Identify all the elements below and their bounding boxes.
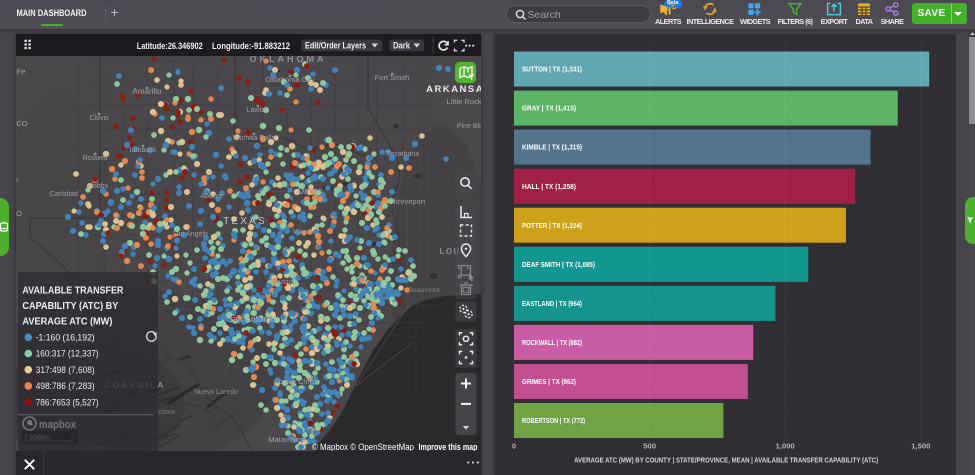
svg-text:Longitude:-91.883212: Longitude:-91.883212	[212, 40, 290, 50]
svg-text:HALL | TX (1,258): HALL | TX (1,258)	[522, 181, 576, 190]
svg-text:Dark: Dark	[393, 40, 410, 50]
svg-text:100km: 100km	[29, 435, 50, 442]
svg-text:Beaumont: Beaumont	[409, 287, 440, 294]
svg-text:786:7653 (5,527): 786:7653 (5,527)	[36, 397, 99, 407]
svg-text:LOUI: LOUI	[439, 247, 464, 256]
svg-text:Matamoros: Matamoros	[268, 435, 306, 444]
svg-text:Hobbs: Hobbs	[88, 183, 109, 190]
svg-text:O: O	[16, 209, 22, 218]
svg-text:Dallas: Dallas	[297, 186, 323, 196]
svg-text:ROCKWALL | TX (882): ROCKWALL | TX (882)	[522, 338, 582, 347]
svg-text:1,500: 1,500	[911, 441, 930, 450]
svg-text:EASTLAND | TX (964): EASTLAND | TX (964)	[522, 299, 582, 308]
svg-text:498:786 (7,283): 498:786 (7,283)	[36, 381, 95, 391]
svg-text:San Angelo: San Angelo	[172, 231, 208, 238]
svg-text:Pine Blu: Pine Blu	[457, 123, 481, 130]
svg-text:TEXAS: TEXAS	[223, 216, 267, 227]
svg-text:GRAY | TX (1,415): GRAY | TX (1,415)	[522, 103, 576, 112]
svg-text:Wichita Falls: Wichita Falls	[233, 133, 276, 142]
svg-text:-1:160 (16,192): -1:160 (16,192)	[36, 333, 95, 343]
svg-text:SUTTON | TX (1,531): SUTTON | TX (1,531)	[522, 64, 582, 73]
svg-text:Fort Smith: Fort Smith	[375, 73, 410, 82]
svg-text:AVAILABLE TRANSFER: AVAILABLE TRANSFER	[22, 284, 123, 296]
svg-text:Fe: Fe	[17, 67, 26, 76]
svg-text:Lubbock: Lubbock	[130, 147, 157, 154]
svg-text:Oklahoma City: Oklahoma City	[265, 75, 314, 84]
svg-text:Texarkana: Texarkana	[387, 151, 419, 158]
svg-text:GRIMES | TX (862): GRIMES | TX (862)	[522, 377, 576, 386]
svg-text:mapbox: mapbox	[39, 419, 77, 431]
svg-text:Abilene: Abilene	[200, 193, 223, 200]
svg-text:Shreveport: Shreveport	[389, 197, 427, 206]
svg-text:Monclova: Monclova	[145, 409, 175, 416]
svg-text:Clovis: Clovis	[89, 115, 109, 122]
svg-text:OKLAHOMA: OKLAHOMA	[250, 56, 327, 64]
svg-text:Austin: Austin	[274, 277, 295, 286]
svg-text:AVERAGE ATC (MW): AVERAGE ATC (MW)	[22, 315, 112, 327]
svg-text:DEAF SMITH | TX (1,085): DEAF SMITH | TX (1,085)	[522, 259, 595, 268]
svg-text:Amarillo: Amarillo	[133, 87, 162, 96]
svg-text:Nuevo Laredo: Nuevo Laredo	[194, 389, 238, 396]
svg-text:Improve this map: Improve this map	[419, 442, 479, 451]
svg-text:Carlsbad: Carlsbad	[50, 191, 78, 198]
svg-text:160:317 (12,337): 160:317 (12,337)	[36, 349, 99, 359]
svg-text:Roswell: Roswell	[83, 155, 108, 162]
svg-text:Little Rock: Little Rock	[446, 97, 481, 106]
svg-text:1,000: 1,000	[775, 441, 794, 450]
svg-text:MAIN DASHBOARD: MAIN DASHBOARD	[17, 8, 87, 19]
svg-text:Corpus Christi: Corpus Christi	[274, 379, 319, 386]
svg-text:San Antonio: San Antonio	[227, 314, 276, 324]
svg-text:317:498 (7,608): 317:498 (7,608)	[36, 365, 95, 375]
svg-text:Lawton: Lawton	[247, 107, 270, 114]
svg-text:Latitude:26.346902: Latitude:26.346902	[137, 40, 203, 50]
svg-text:CO: CO	[16, 119, 27, 128]
svg-text:CAPABILITY (ATC) BY: CAPABILITY (ATC) BY	[22, 300, 118, 312]
svg-text:KIMBLE | TX (1,315): KIMBLE | TX (1,315)	[522, 142, 582, 151]
svg-text:ROBERTSON | TX (772): ROBERTSON | TX (772)	[522, 416, 585, 425]
svg-text:500: 500	[643, 441, 656, 450]
svg-text:Waco: Waco	[293, 229, 311, 236]
svg-text:ARKANSAS: ARKANSAS	[426, 84, 481, 95]
svg-text:AVERAGE ATC (MW) BY COUNTY | S: AVERAGE ATC (MW) BY COUNTY | STATE/PROVI…	[574, 455, 878, 464]
svg-text:0: 0	[512, 441, 516, 450]
svg-text:© Mapbox © OpenStreetMap: © Mapbox © OpenStreetMap	[312, 442, 414, 451]
svg-text:POTTER | TX (1,224): POTTER | TX (1,224)	[522, 220, 582, 229]
svg-text:rdo: rdo	[16, 177, 18, 184]
svg-text:Edit/Order Layers: Edit/Order Layers	[305, 40, 366, 50]
